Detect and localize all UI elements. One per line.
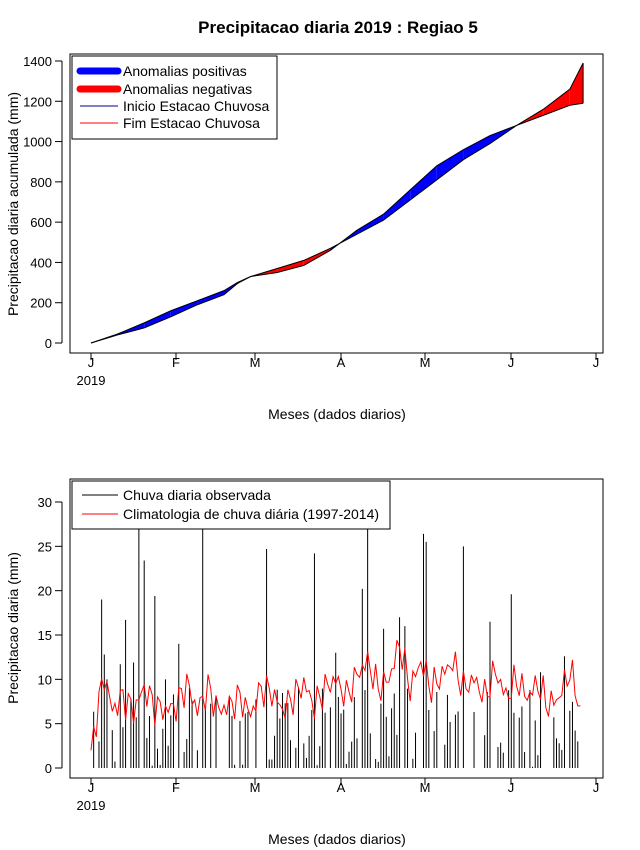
chart-title: Precipitacao diaria 2019 : Regiao 5	[198, 18, 478, 37]
legend-label-positive: Anomalias positivas	[123, 63, 247, 79]
x-tick-label: A	[337, 355, 346, 370]
negative-anomaly-segment	[569, 63, 584, 106]
x-axis-label: Meses (dados diarios)	[268, 406, 406, 422]
y-tick-label: 30	[38, 495, 52, 510]
y-tick-label: 1400	[23, 54, 52, 69]
y-tick-label: 0	[45, 761, 52, 776]
observed-bars	[93, 505, 579, 768]
positive-anomaly-segment	[197, 290, 224, 305]
x-tick-label: F	[172, 780, 180, 795]
y-tick-label: 20	[38, 584, 52, 599]
positive-anomaly-segment	[144, 310, 171, 328]
y-tick-label: 600	[30, 215, 52, 230]
legend-label-observed: Chuva diaria observada	[123, 487, 271, 503]
year-label: 2019	[77, 798, 106, 813]
y-tick-label: 1000	[23, 135, 52, 150]
x-tick-label: J	[88, 355, 95, 370]
positive-anomaly-segment	[463, 135, 490, 160]
y-axis: 0 5 10 15 20 25 30	[38, 495, 63, 776]
year-label: 2019	[77, 373, 106, 388]
x-tick-label: M	[250, 780, 261, 795]
y-tick-label: 200	[30, 296, 52, 311]
legend-label-climatology: Climatologia de chuva diária (1997-2014)	[123, 506, 379, 522]
legend-label-end: Fim Estacao Chuvosa	[123, 115, 260, 131]
x-tick-label: J	[593, 780, 600, 795]
negative-anomaly-segment	[543, 89, 570, 116]
cumulative-chart: Precipitacao diaria 2019 : Regiao 5 0 200…	[5, 18, 604, 422]
y-axis: 0 200 400 600 800 1000 1200 1400	[23, 54, 63, 351]
x-axis-label: Meses (dados diarios)	[268, 831, 406, 847]
negative-anomaly-segment	[277, 260, 304, 273]
positive-anomaly-segment	[410, 165, 437, 200]
y-tick-label: 0	[45, 336, 52, 351]
y-axis-label: Precipitacao diaria acumulada (mm)	[5, 92, 21, 316]
x-tick-label: J	[508, 780, 515, 795]
y-tick-label: 1200	[23, 94, 52, 109]
legend: Chuva diaria observada Climatologia de c…	[71, 480, 391, 530]
daily-chart: 0 5 10 15 20 25 30 J F M A M J J 2019 Meses (dados d…	[5, 478, 604, 847]
legend: Anomalias positivas Anomalias negativas …	[71, 55, 278, 140]
y-tick-label: 400	[30, 255, 52, 270]
positive-anomaly-segment	[357, 214, 384, 235]
y-tick-label: 800	[30, 175, 52, 190]
observed-cumulative-line	[90, 102, 584, 344]
y-tick-label: 10	[38, 672, 52, 687]
x-tick-label: M	[420, 780, 431, 795]
y-tick-label: 25	[38, 539, 52, 554]
x-tick-label: F	[172, 355, 180, 370]
x-tick-label: M	[420, 355, 431, 370]
legend-label-start: Inicio Estacao Chuvosa	[123, 98, 270, 114]
climatology-line	[90, 639, 581, 751]
y-axis-label: Precipitacao diaria (mm)	[5, 552, 21, 704]
legend-label-negative: Anomalias negativas	[123, 81, 252, 97]
x-tick-label: A	[337, 780, 346, 795]
positive-anomaly-segment	[436, 149, 464, 180]
legend-box	[71, 480, 391, 530]
y-tick-label: 5	[45, 717, 52, 732]
x-tick-label: J	[508, 355, 515, 370]
x-tick-label: J	[593, 355, 600, 370]
x-tick-label: M	[250, 355, 261, 370]
x-tick-label: J	[88, 780, 95, 795]
y-tick-label: 15	[38, 628, 52, 643]
anomaly-areas	[90, 62, 584, 344]
climatology-cumulative-line	[90, 62, 584, 344]
positive-anomaly-segment	[383, 189, 411, 221]
positive-anomaly-segment	[170, 300, 198, 317]
climatology-series-line	[90, 639, 581, 751]
